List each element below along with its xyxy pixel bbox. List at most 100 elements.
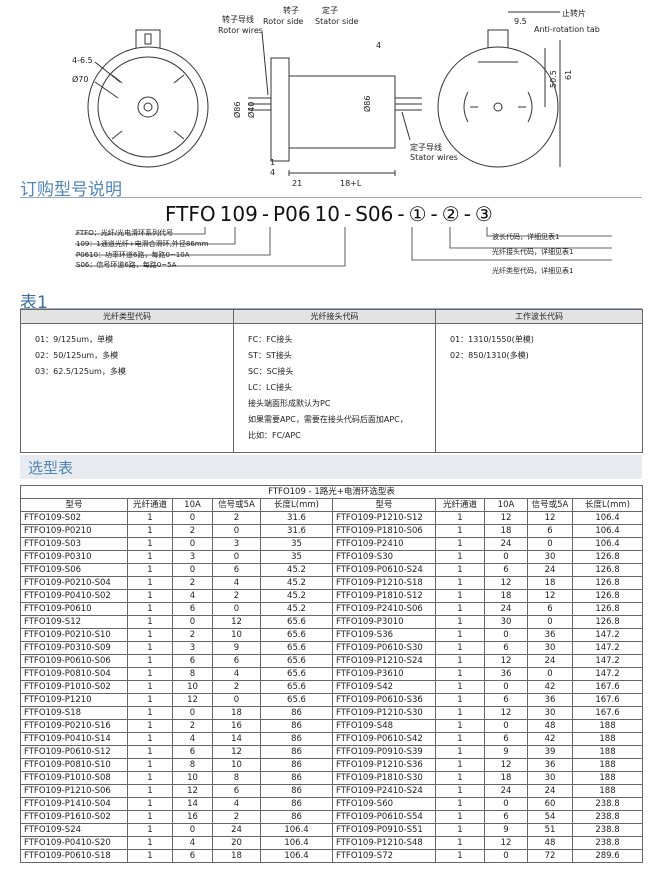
table-cell: FTFO109-P0610-S36 — [332, 693, 436, 707]
table-cell: 1 — [435, 667, 485, 681]
table-cell: 2 — [172, 576, 213, 590]
table-cell: FTFO109-P1010-S08 — [20, 771, 128, 785]
table-cell: 0 — [172, 615, 213, 629]
table-cell: 147.2 — [572, 641, 643, 655]
table-cell: 0 — [172, 706, 213, 720]
table-cell: 0 — [212, 524, 261, 538]
table-cell: 1 — [435, 511, 485, 525]
table-cell: FTFO109-P0810-S04 — [20, 667, 128, 681]
header-cell: 光纤类型代码 — [20, 309, 234, 324]
header-cell: 信号或5A — [212, 498, 261, 512]
table-cell: 54 — [527, 810, 573, 824]
table-cell: FTFO109-P1210-S48 — [332, 836, 436, 850]
table-cell: 0 — [484, 849, 528, 863]
table-cell: 24 — [484, 602, 528, 616]
table-cell: FTFO109-S02 — [20, 511, 128, 525]
table-cell: 126.8 — [572, 615, 643, 629]
table-cell: 1 — [127, 797, 173, 811]
table-cell: 1 — [127, 758, 173, 772]
table-cell: 2 — [212, 511, 261, 525]
table-cell: 1 — [127, 615, 173, 629]
header-cell: 10A — [172, 498, 213, 512]
table-cell: 6 — [484, 641, 528, 655]
table-cell: 1 — [435, 849, 485, 863]
table-cell: 20 — [212, 836, 261, 850]
dim-label: 4 — [270, 168, 275, 177]
code-part: - — [430, 202, 438, 226]
code-item: 03：62.5/125um，多模 — [35, 367, 126, 376]
code-note: S06：信号环道6路，每路0~5A — [76, 261, 177, 270]
code-note: 光纤类型代码，详细见表1 — [492, 267, 574, 275]
table-row: FTFO109-S02 1 0 2 31.6 FTFO109-P1210-S12 1 12 12… — [20, 511, 643, 525]
table-cell: 1 — [127, 654, 173, 668]
table-row: FTFO109-P0610-S06 1 6 6 65.6 FTFO109-P1210-S2… — [20, 654, 643, 668]
table-cell: FTFO109-P3010 — [332, 615, 436, 629]
table-cell: 30 — [527, 641, 573, 655]
table-cell: FTFO109-P0610-S12 — [20, 745, 128, 759]
table-cell: 1 — [435, 680, 485, 694]
table-cell: 39 — [527, 745, 573, 759]
table-cell: 30 — [527, 706, 573, 720]
table-cell: FTFO109-P2410-S06 — [332, 602, 436, 616]
table-cell: 126.8 — [572, 550, 643, 564]
table-cell: 18 — [484, 524, 528, 538]
table-cell: 1 — [435, 706, 485, 720]
table-cell: FTFO109-P0210 — [20, 524, 128, 538]
table-cell: FTFO109-S48 — [332, 719, 436, 733]
table-caption: FTFO109 - 1路光+电滑环选型表 — [20, 485, 643, 499]
table-row: FTFO109-P1210-S06 1 12 6 86 FTFO109-P2410-S24… — [20, 784, 643, 798]
table-cell: 106.4 — [260, 849, 333, 863]
table-cell: 65.6 — [260, 628, 333, 642]
code-item: 如果需要APC，需要在接头代码后面加APC， — [248, 415, 408, 424]
table-cell: FTFO109-P0610-S06 — [20, 654, 128, 668]
dim-label: 61 — [564, 70, 573, 80]
code-item: LC：LC接头 — [248, 383, 293, 392]
table-cell: FTFO109-P0210-S16 — [20, 719, 128, 733]
code-note: 光纤接头代码，详细见表1 — [492, 248, 574, 256]
table-cell: 36 — [527, 628, 573, 642]
table-cell: 6 — [527, 602, 573, 616]
table-cell: 31.6 — [260, 524, 333, 538]
table-cell: 10 — [212, 758, 261, 772]
side-label: 定子 — [322, 5, 338, 15]
table-row: FTFO109-P0410-S14 1 4 14 86 FTFO109-P0610-S42… — [20, 732, 643, 746]
table-row: FTFO109-P1010-S08 1 10 8 86 FTFO109-P1810-S30… — [20, 771, 643, 785]
wire-label: Rotor wires — [218, 26, 263, 35]
table-cell: 6 — [484, 563, 528, 577]
section-band — [20, 455, 642, 479]
table-cell: 1 — [127, 628, 173, 642]
code-note: FTFO：光纤/光电滑环系列代号 — [76, 229, 174, 237]
table-cell: 147.2 — [572, 654, 643, 668]
dim-label: 9.5 — [514, 17, 527, 26]
table-row: FTFO109-S12 1 0 12 65.6 FTFO109-P3010 1 30 0 126.… — [20, 615, 643, 629]
table-cell: FTFO109-P1610-S02 — [20, 810, 128, 824]
table-cell: 1 — [127, 589, 173, 603]
dim-label: 4 — [376, 41, 381, 50]
table-cell: 60 — [527, 797, 573, 811]
side-label: Stator side — [315, 17, 358, 26]
table-cell: 188 — [572, 771, 643, 785]
code-part: - — [463, 202, 471, 226]
table-cell: 48 — [527, 836, 573, 850]
table-cell: 0 — [484, 719, 528, 733]
dim-label: 18+L — [340, 179, 362, 188]
table-cell: 48 — [527, 719, 573, 733]
table-cell: 45.2 — [260, 576, 333, 590]
table-cell: 12 — [484, 706, 528, 720]
table-cell: 1 — [127, 849, 173, 863]
table-cell: FTFO109-P0210-S10 — [20, 628, 128, 642]
table-cell: 10 — [212, 628, 261, 642]
table-cell: FTFO109-S03 — [20, 537, 128, 551]
table-cell: 238.8 — [572, 836, 643, 850]
table-cell: 36 — [527, 693, 573, 707]
table-cell: 4 — [212, 576, 261, 590]
table-cell: FTFO109-P1210-S06 — [20, 784, 128, 798]
table-cell: 6 — [172, 745, 213, 759]
table-cell: 106.4 — [260, 836, 333, 850]
table-cell: 1 — [435, 537, 485, 551]
table-cell: 18 — [212, 849, 261, 863]
table-cell: 188 — [572, 732, 643, 746]
table-cell: 238.8 — [572, 823, 643, 837]
table-cell: 6 — [212, 563, 261, 577]
table-cell: 126.8 — [572, 576, 643, 590]
